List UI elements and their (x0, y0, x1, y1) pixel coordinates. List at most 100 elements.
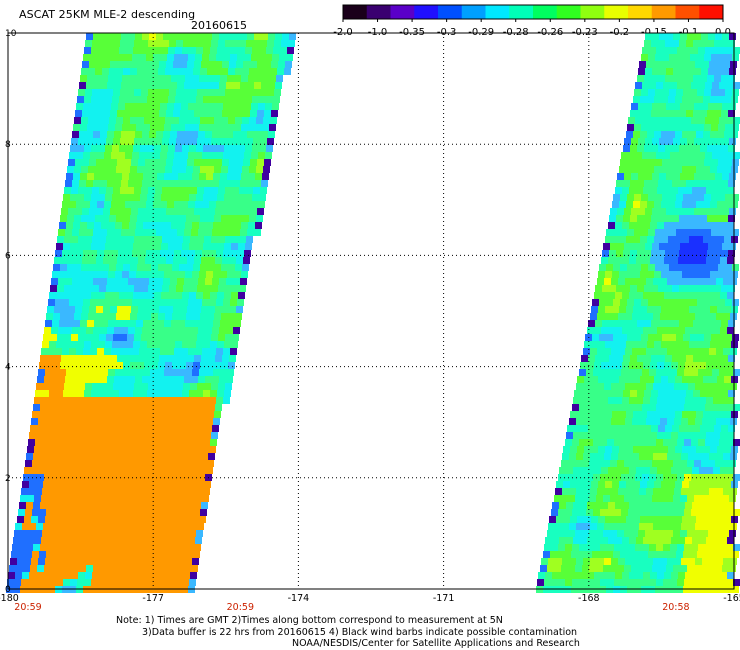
swath-cell (137, 460, 144, 467)
swath-cell (46, 362, 53, 369)
swath-cell (130, 117, 137, 124)
note-line-2: 3)Data buffer is 22 hrs from 20160615 4)… (142, 627, 578, 638)
swath-cell (100, 278, 107, 285)
swath-cell (157, 271, 164, 278)
swath-cell (664, 467, 671, 474)
swath-cell (176, 572, 183, 579)
x-tick-label: -177 (142, 593, 164, 604)
swath-cell (601, 292, 608, 299)
swath-cell (125, 250, 132, 257)
swath-cell (729, 138, 736, 145)
swath-cell (699, 397, 706, 404)
swath-cell (624, 138, 631, 145)
swath-cell (703, 201, 710, 208)
swath-cell (169, 334, 176, 341)
swath-cell (144, 313, 151, 320)
swath-cell (125, 152, 132, 159)
swath-cell (724, 201, 731, 208)
swath-cell (697, 159, 704, 166)
swath-cell (118, 250, 125, 257)
colorbar-swatch (699, 5, 724, 19)
swath-cell (601, 397, 608, 404)
swath-cell (148, 481, 155, 488)
swath-cell (219, 131, 226, 138)
swath-cell (80, 75, 87, 82)
swath-cell (717, 516, 724, 523)
swath-cell (692, 187, 699, 194)
swath-cell (88, 362, 95, 369)
swath-cell (257, 159, 264, 166)
swath-cell (710, 201, 717, 208)
swath-cell (186, 460, 193, 467)
swath-cell (601, 467, 608, 474)
swath-cell (218, 40, 225, 47)
swath-cell (646, 558, 653, 565)
swath-cell (658, 215, 665, 222)
swath-cell (102, 411, 109, 418)
swath-cell (131, 257, 138, 264)
swath-cell (94, 75, 101, 82)
swath-cell (165, 215, 172, 222)
swath-cell (50, 572, 57, 579)
swath-cell (587, 432, 594, 439)
swath-cell (152, 159, 159, 166)
swath-cell (81, 313, 88, 320)
swath-cell (732, 229, 739, 236)
swath-cell (68, 306, 75, 313)
swath-cell (197, 187, 204, 194)
swath-cell (687, 243, 694, 250)
swath-cell (191, 82, 198, 89)
swath-cell (139, 152, 146, 159)
swath-cell (670, 82, 677, 89)
swath-cell (172, 166, 179, 173)
swath-cell (561, 460, 568, 467)
swath-cell (643, 362, 650, 369)
swath-cell (623, 215, 630, 222)
swath-cell (688, 61, 695, 68)
swath-cell (166, 355, 173, 362)
swath-cell (622, 292, 629, 299)
swath-cell (197, 383, 204, 390)
swath-cell (154, 341, 161, 348)
swath-cell (633, 271, 640, 278)
swath-cell (128, 180, 135, 187)
swath-cell (166, 110, 173, 117)
swath-cell (188, 348, 195, 355)
swath-cell (75, 257, 82, 264)
swath-cell (155, 187, 162, 194)
swath-cell (143, 516, 150, 523)
swath-cell (208, 453, 215, 460)
swath-cell (558, 544, 565, 551)
swath-cell (710, 166, 717, 173)
swath-cell (140, 530, 147, 537)
swath-cell (598, 481, 605, 488)
swath-cell (668, 236, 675, 243)
swath-cell (80, 467, 87, 474)
swath-cell (85, 285, 92, 292)
swath-cell (678, 222, 685, 229)
swath-cell (729, 68, 736, 75)
swath-cell (677, 152, 684, 159)
swath-cell (723, 61, 730, 68)
swath-cell (713, 257, 720, 264)
swath-cell (85, 89, 92, 96)
swath-cell (59, 516, 66, 523)
swath-cell (199, 369, 206, 376)
swath-cell (214, 68, 221, 75)
swath-cell (144, 215, 151, 222)
swath-cell (75, 502, 82, 509)
swath-cell (228, 215, 235, 222)
swath-cell (97, 250, 104, 257)
swath-cell (686, 320, 693, 327)
swath-cell (203, 194, 210, 201)
swath-cell (70, 530, 77, 537)
swath-cell (684, 47, 691, 54)
swath-cell (722, 68, 729, 75)
swath-cell (111, 201, 118, 208)
swath-cell (224, 145, 231, 152)
swath-cell (706, 397, 713, 404)
swath-cell (134, 572, 141, 579)
swath-cell (642, 544, 649, 551)
swath-cell (650, 327, 657, 334)
swath-cell (190, 432, 197, 439)
